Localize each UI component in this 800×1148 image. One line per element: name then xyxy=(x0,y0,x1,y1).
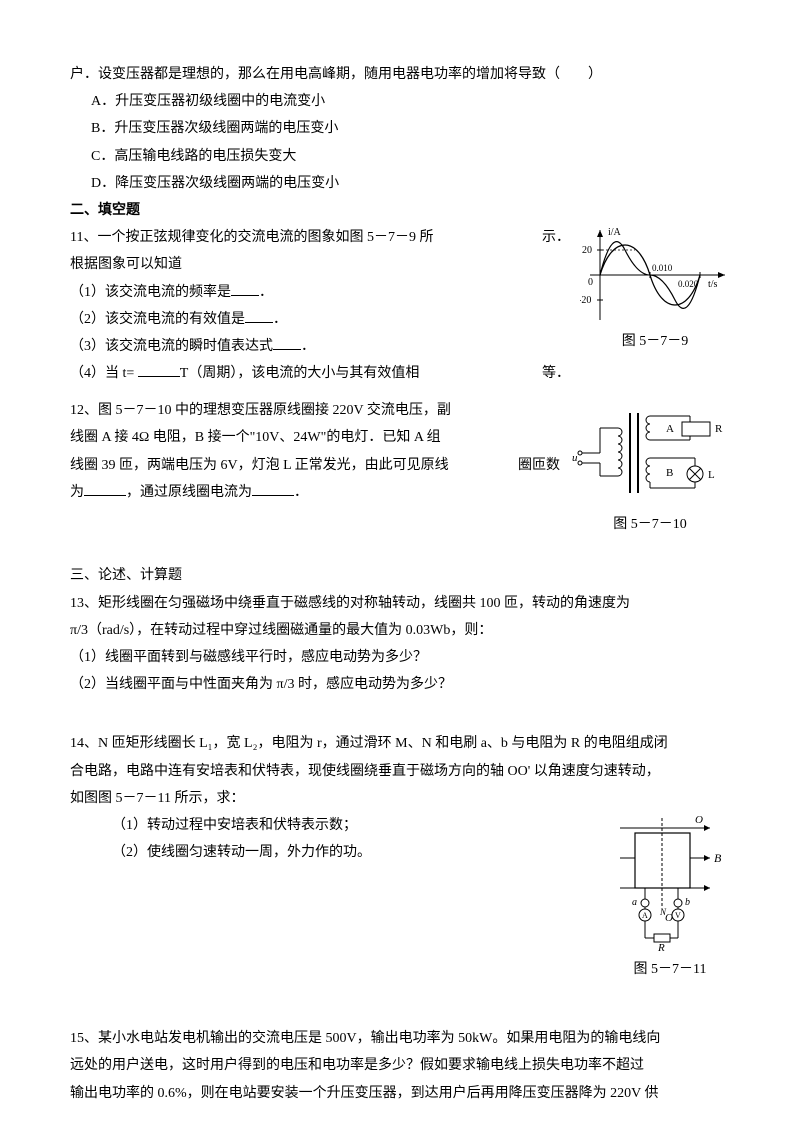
question-continuation: 户．设变压器都是理想的，那么在用电高峰期，随用电器电功率的增加将导致（ ） xyxy=(70,62,730,87)
fig1-ytick-lo: -20 xyxy=(580,295,591,306)
svg-text:B: B xyxy=(714,851,722,865)
option-a: A．升压变压器初级线圈中的电流变小 xyxy=(70,89,730,114)
figure-5-7-10-label: 图 5－7－10 xyxy=(570,512,730,537)
q13-line2: π/3（rad/s），在转动过程中穿过线圈磁通量的最大值为 0.03Wb，则： xyxy=(70,618,730,643)
svg-text:u: u xyxy=(572,452,578,464)
q14-line1: 14、N 匝矩形线圈长 L₁，宽 L₂，电阻为 r，通过滑环 M、N 和电刷 a… xyxy=(70,731,730,756)
figure-5-7-9: i/A t/s 20 -20 0 0.010 0.020 图 5－7－9 xyxy=(580,225,730,354)
svg-text:R: R xyxy=(657,942,665,953)
section-2-heading: 二、填空题 xyxy=(70,198,730,223)
svg-text:N: N xyxy=(659,907,667,917)
q15-line3: 输出电功率的 0.6%，则在电站要安装一个升压变压器，到达用户后再用降压变压器降… xyxy=(70,1081,730,1106)
figure-5-7-11-label: 图 5－7－11 xyxy=(610,957,730,982)
figure-5-7-11: B O O' a b A V N R xyxy=(610,813,730,982)
fig1-zero: 0 xyxy=(588,277,593,288)
section-3-heading: 三、论述、计算题 xyxy=(70,563,730,588)
svg-text:a: a xyxy=(632,897,637,908)
fig1-ytick-hi: 20 xyxy=(582,245,592,256)
fig1-yaxis-label: i/A xyxy=(608,227,622,238)
q14-line3: 如图图 5－7－11 所示，求： xyxy=(70,786,730,811)
figure-5-7-9-label: 图 5－7－9 xyxy=(580,329,730,354)
q14-line2: 合电路，电路中连有安培表和伏特表，现使线圈绕垂直于磁场方向的轴 OO' 以角速度… xyxy=(70,759,730,784)
fig1-xaxis-label: t/s xyxy=(708,279,718,290)
option-b: B．升压变压器次级线圈两端的电压变小 xyxy=(70,116,730,141)
fig1-xtick1: 0.010 xyxy=(652,263,673,273)
svg-text:O: O xyxy=(695,814,703,826)
svg-text:V: V xyxy=(675,911,681,920)
svg-text:R: R xyxy=(715,423,723,435)
q13-line1: 13、矩形线圈在匀强磁场中绕垂直于磁感线的对称轴转动，线圈共 100 匝，转动的… xyxy=(70,591,730,616)
svg-text:A: A xyxy=(642,911,648,920)
svg-text:L: L xyxy=(708,469,715,481)
option-d: D．降压变压器次级线圈两端的电压变小 xyxy=(70,171,730,196)
q13-part1: （1）线圈平面转到与磁感线平行时，感应电动势为多少？ xyxy=(70,645,730,670)
figure-5-7-10: u R A L xyxy=(570,398,730,537)
q15-line1: 15、某小水电站发电机输出的交流电压是 500V，输出电功率为 50kW。如果用… xyxy=(70,1026,730,1051)
q15-line2: 远处的用户送电，这时用户得到的电压和电功率是多少？假如要求输电线上损失电功率不超… xyxy=(70,1053,730,1078)
option-c: C．高压输电线路的电压损失变大 xyxy=(70,144,730,169)
svg-text:B: B xyxy=(666,467,673,479)
svg-text:b: b xyxy=(685,897,690,908)
q13-part2: （2）当线圈平面与中性面夹角为 π/3 时，感应电动势为多少？ xyxy=(70,672,730,697)
svg-text:A: A xyxy=(666,423,674,435)
q11-part4: （4）当 t= T（周期），该电流的大小与其有效值相等． xyxy=(70,361,730,386)
